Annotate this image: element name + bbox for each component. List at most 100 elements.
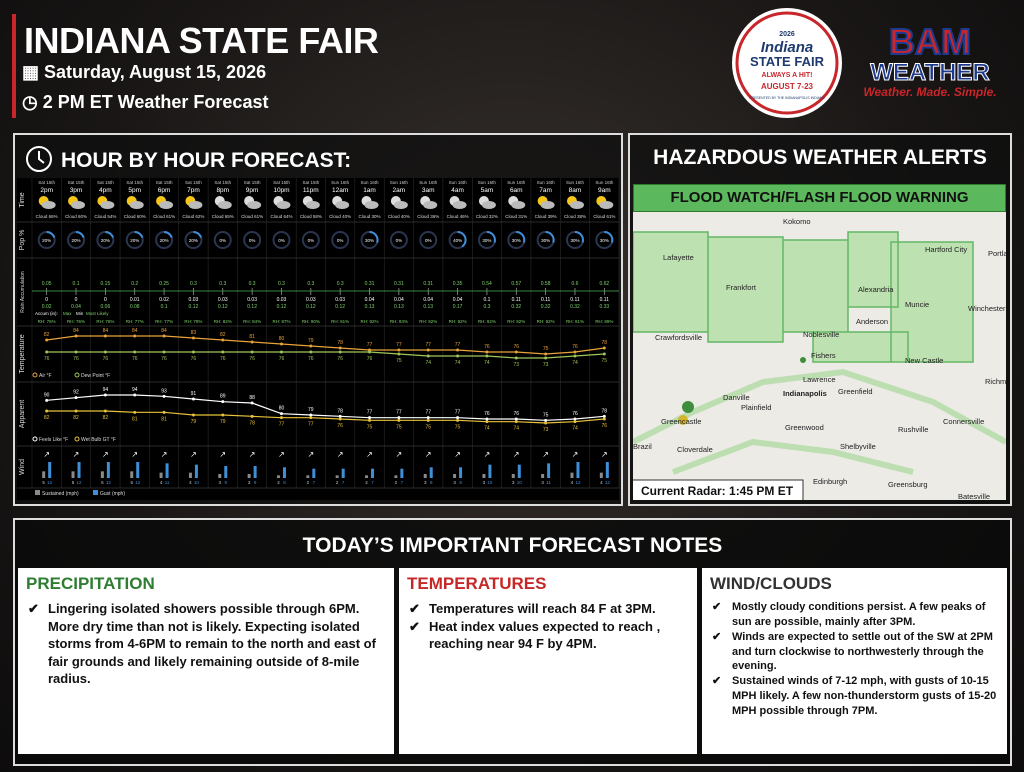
cloud-icon [276, 201, 291, 209]
pop-ring [301, 231, 320, 249]
city-label: Danville [723, 393, 750, 402]
city-label: Greenfield [838, 387, 873, 396]
cloud-cover: Cloud 62% [182, 214, 204, 219]
temp-point [338, 350, 342, 354]
rain-min: 0.11 [600, 297, 610, 303]
legend-label: Gust (mph) [100, 491, 125, 497]
note-box: WIND/CLOUDS Mostly cloudy conditions pers… [702, 568, 1007, 754]
cloud-cover: Cloud 31% [505, 214, 527, 219]
temp-label: 77 [367, 342, 373, 348]
temp-point [514, 356, 518, 360]
cloud-icon [569, 201, 584, 209]
pop-ring [419, 231, 438, 249]
temp-label: 77 [455, 410, 461, 416]
day: Sun 16th [507, 180, 526, 185]
hour: 12am [332, 187, 348, 194]
rh: RH: 92% [449, 319, 467, 324]
note-list: Lingering isolated showers possible thro… [26, 600, 386, 688]
wind-arrow: ↗ [219, 450, 226, 459]
rain-likely: 0.06 [101, 304, 111, 310]
rain-likely: 0.08 [130, 304, 140, 310]
temp-label: 78 [602, 408, 608, 414]
temp-label: 92 [73, 390, 79, 396]
day: Sun 16th [390, 180, 409, 185]
rain-max: 0.54 [482, 281, 492, 287]
rain-likely: 0.3 [483, 304, 490, 310]
pop-arc [536, 231, 555, 249]
hour: 9pm [246, 187, 259, 194]
temp-point [250, 350, 254, 354]
rain-max: 0.3 [307, 281, 314, 287]
wind-bar [312, 468, 316, 478]
row-label: Time [19, 192, 26, 207]
day: Sun 16th [331, 180, 350, 185]
temp-label: 76 [103, 356, 109, 362]
cloud-icon [364, 201, 379, 209]
pop-label: 0% [337, 238, 344, 243]
temp-point [279, 416, 283, 420]
temp-label: 82 [103, 415, 109, 421]
wind-value: 3 [219, 480, 222, 485]
wind-value: 5 [130, 480, 133, 485]
cloud-icon [540, 201, 555, 209]
wind-value: 12 [605, 480, 611, 485]
bam-sub: WEATHER [870, 59, 990, 86]
temp-label: 82 [44, 415, 50, 421]
pop-label: 30% [482, 238, 491, 243]
rain-max: 0.31 [365, 281, 375, 287]
pop-label: 40% [453, 238, 462, 243]
rain-min: 0 [75, 297, 78, 303]
temp-point [133, 393, 137, 397]
temp-point [45, 350, 49, 354]
temp-point [544, 352, 548, 356]
temp-label: 73 [513, 362, 519, 368]
wind-value: 5 [72, 480, 75, 485]
temp-label: 76 [279, 356, 285, 362]
temp-label: 81 [249, 334, 255, 340]
wind-value: 4 [600, 480, 603, 485]
wind-bar [253, 466, 257, 478]
temp-label: 76 [220, 356, 226, 362]
bam-tagline: Weather. Made. Simple. [863, 85, 996, 99]
cloud-cover: Cloud 61% [593, 214, 615, 219]
pop-label: 30% [541, 238, 550, 243]
wind-bar [605, 462, 609, 478]
rh: RH: 76% [67, 319, 85, 324]
rain-max: 0.1 [73, 281, 80, 287]
temp-label: 79 [191, 419, 197, 425]
pop-label: 0% [425, 238, 432, 243]
rain-likely: 0.13 [394, 304, 404, 310]
city-label: Cloverdale [677, 445, 713, 454]
temp-label: 76 [132, 356, 138, 362]
wind-bar [570, 472, 574, 478]
wind-bar [482, 474, 486, 478]
temp-point [221, 350, 225, 354]
rain-max: 0.2 [131, 281, 138, 287]
hour: 2am [393, 187, 406, 194]
rain-max: 0.62 [599, 281, 609, 287]
rain-min: 0 [104, 297, 107, 303]
temp-point [309, 344, 313, 348]
rain-likely: 0.32 [541, 304, 551, 310]
rain-likely: 0.04 [71, 304, 81, 310]
temp-label: 75 [425, 424, 431, 430]
wind-value: 11 [165, 480, 170, 485]
rain-likely: 0.1 [161, 304, 168, 310]
wind-value: 3 [512, 480, 515, 485]
cloud-cover: Cloud 64% [270, 214, 292, 219]
city-label: Anderson [856, 317, 888, 326]
cloud-cover: Cloud 61% [153, 214, 175, 219]
rain-likely: 0.12 [277, 304, 287, 310]
temp-label: 77 [396, 342, 402, 348]
legend-swatch [32, 436, 38, 442]
day: Sun 16th [537, 180, 556, 185]
day: Sat 15th [185, 180, 202, 185]
city-label: Muncie [905, 300, 929, 309]
temp-point [133, 334, 137, 338]
day: Sat 15th [126, 180, 143, 185]
temp-label: 78 [337, 408, 343, 414]
temp-point [338, 414, 342, 418]
day: Sat 15th [214, 180, 231, 185]
city-label: Batesville [958, 492, 990, 500]
temp-point [368, 418, 372, 422]
